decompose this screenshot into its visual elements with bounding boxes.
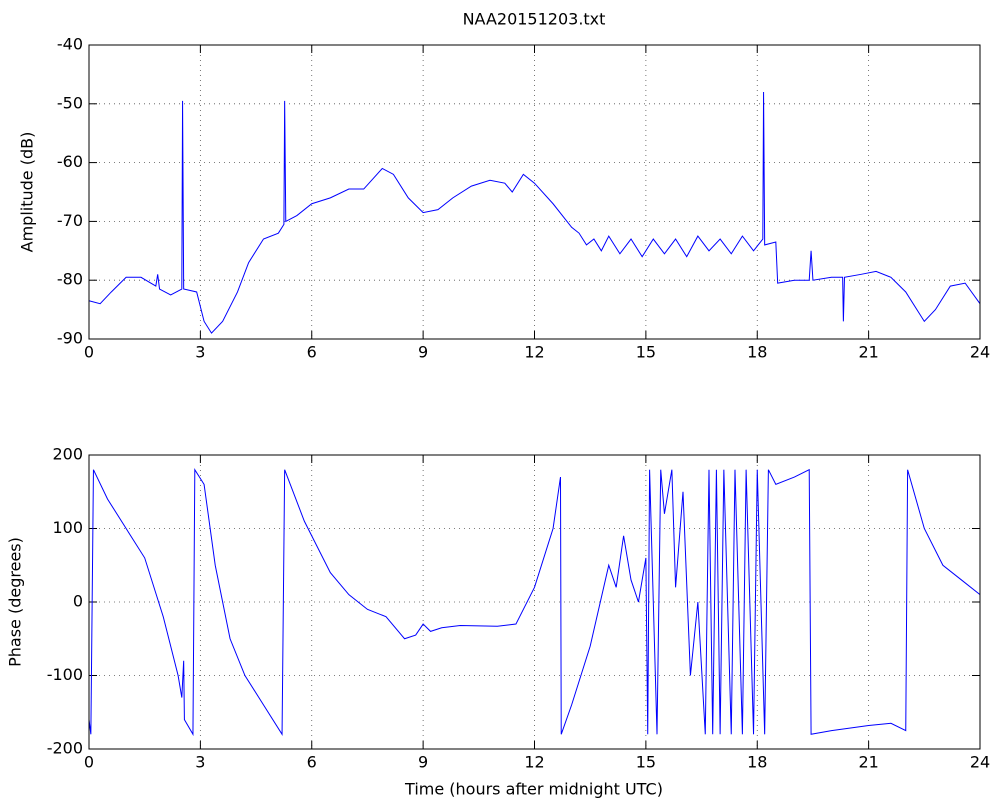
x-tick-label: 21 <box>858 343 878 362</box>
y-tick-label: -70 <box>57 211 83 230</box>
x-tick-label: 3 <box>195 753 205 772</box>
x-tick-label: 18 <box>747 343 767 362</box>
y-tick-label: 200 <box>52 445 83 464</box>
y-tick-label: -40 <box>57 35 83 54</box>
y-tick-label: -60 <box>57 152 83 171</box>
data-line <box>88 467 981 737</box>
y-tick-label: 100 <box>52 518 83 537</box>
x-tick-label: 0 <box>84 343 94 362</box>
x-tick-label: 6 <box>307 343 317 362</box>
y-tick-label: -200 <box>47 739 83 758</box>
y-axis-label: Phase (degrees) <box>6 537 25 667</box>
x-tick-label: 21 <box>858 753 878 772</box>
y-tick-label: -100 <box>47 665 83 684</box>
y-tick-label: -90 <box>57 329 83 348</box>
x-tick-label: 24 <box>970 343 990 362</box>
x-tick-label: 3 <box>195 343 205 362</box>
plot-area <box>89 45 980 339</box>
x-tick-label: 6 <box>307 753 317 772</box>
x-axis-label: Time (hours after midnight UTC) <box>404 780 663 799</box>
x-tick-label: 12 <box>524 753 544 772</box>
x-tick-label: 9 <box>418 343 428 362</box>
chart-title: NAA20151203.txt <box>463 10 606 29</box>
y-tick-label: -80 <box>57 270 83 289</box>
x-tick-label: 9 <box>418 753 428 772</box>
plot-frame <box>88 454 981 750</box>
x-tick-label: 0 <box>84 753 94 772</box>
y-axis-label: Amplitude (dB) <box>18 132 37 253</box>
plot-frame <box>88 44 981 340</box>
y-tick-label: -50 <box>57 93 83 112</box>
x-tick-label: 12 <box>524 343 544 362</box>
x-tick-label: 24 <box>970 753 990 772</box>
y-tick-label: 0 <box>73 592 83 611</box>
x-tick-label: 15 <box>636 753 656 772</box>
x-tick-label: 18 <box>747 753 767 772</box>
data-line <box>88 92 981 334</box>
x-tick-label: 15 <box>636 343 656 362</box>
